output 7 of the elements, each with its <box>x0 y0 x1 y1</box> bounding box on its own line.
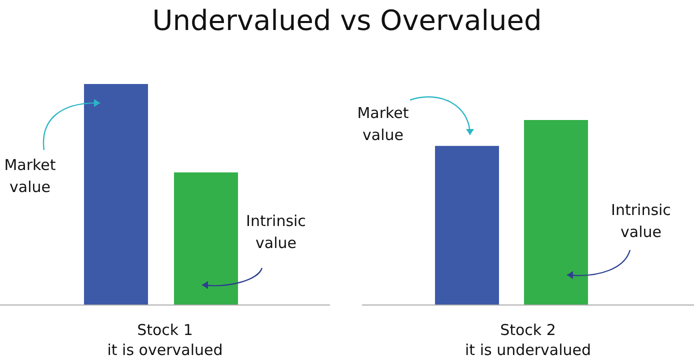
annotation: Intrinsic value <box>246 212 306 252</box>
text: Market value <box>357 104 409 144</box>
annotation: Market value <box>4 156 56 196</box>
chart-title: Undervalued vs Overvalued <box>152 4 542 37</box>
x-axis-title: Stock 2 it is undervalued <box>465 321 591 359</box>
text: Intrinsic value <box>611 201 671 241</box>
x-axis-title: Stock 1 it is overvalued <box>107 321 223 359</box>
